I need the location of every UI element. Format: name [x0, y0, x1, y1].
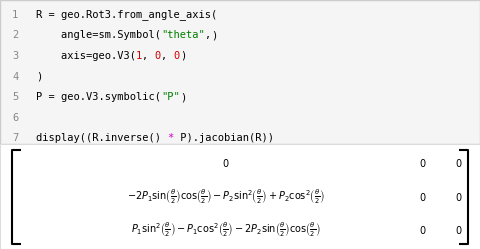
- Text: 1: 1: [12, 10, 18, 20]
- Text: ): ): [36, 71, 42, 81]
- Text: 0: 0: [173, 51, 180, 61]
- Text: 5: 5: [12, 92, 18, 102]
- Text: $0$: $0$: [419, 157, 426, 169]
- Text: display((R.inverse(): display((R.inverse(): [36, 133, 167, 143]
- Text: 1: 1: [136, 51, 142, 61]
- Text: ): ): [211, 30, 217, 40]
- Text: $0$: $0$: [419, 224, 426, 236]
- Text: angle=sm.Symbol(: angle=sm.Symbol(: [36, 30, 161, 40]
- Text: axis=geo.V3(: axis=geo.V3(: [36, 51, 136, 61]
- Text: "P": "P": [161, 92, 180, 102]
- Text: $0$: $0$: [419, 191, 426, 203]
- Text: ,: ,: [142, 51, 155, 61]
- Text: R = geo.Rot3.from_angle_axis(: R = geo.Rot3.from_angle_axis(: [36, 9, 217, 20]
- Text: 7: 7: [12, 133, 18, 143]
- Text: ): ): [180, 92, 186, 102]
- Text: ,: ,: [205, 30, 211, 40]
- Text: ,: ,: [161, 51, 173, 61]
- Text: P).jacobian(R)): P).jacobian(R)): [173, 133, 274, 143]
- Text: 0: 0: [155, 51, 161, 61]
- Text: "theta": "theta": [161, 30, 205, 40]
- Text: $0$: $0$: [455, 224, 462, 236]
- Text: $0$: $0$: [222, 157, 229, 169]
- Text: $-2P_1 \sin\!\left(\frac{\theta}{2}\right)\cos\!\left(\frac{\theta}{2}\right) - : $-2P_1 \sin\!\left(\frac{\theta}{2}\righ…: [127, 187, 324, 206]
- Text: 4: 4: [12, 71, 18, 81]
- Text: $0$: $0$: [455, 191, 462, 203]
- FancyBboxPatch shape: [0, 0, 480, 144]
- FancyBboxPatch shape: [0, 144, 480, 249]
- Text: ): ): [180, 51, 186, 61]
- Text: $P_1\sin^2\!\left(\frac{\theta}{2}\right) - P_1\cos^2\!\left(\frac{\theta}{2}\ri: $P_1\sin^2\!\left(\frac{\theta}{2}\right…: [131, 221, 321, 239]
- Text: P = geo.V3.symbolic(: P = geo.V3.symbolic(: [36, 92, 161, 102]
- Text: 2: 2: [12, 30, 18, 40]
- Text: 3: 3: [12, 51, 18, 61]
- Text: $0$: $0$: [455, 157, 462, 169]
- Text: 6: 6: [12, 113, 18, 123]
- Text: *: *: [167, 133, 173, 143]
